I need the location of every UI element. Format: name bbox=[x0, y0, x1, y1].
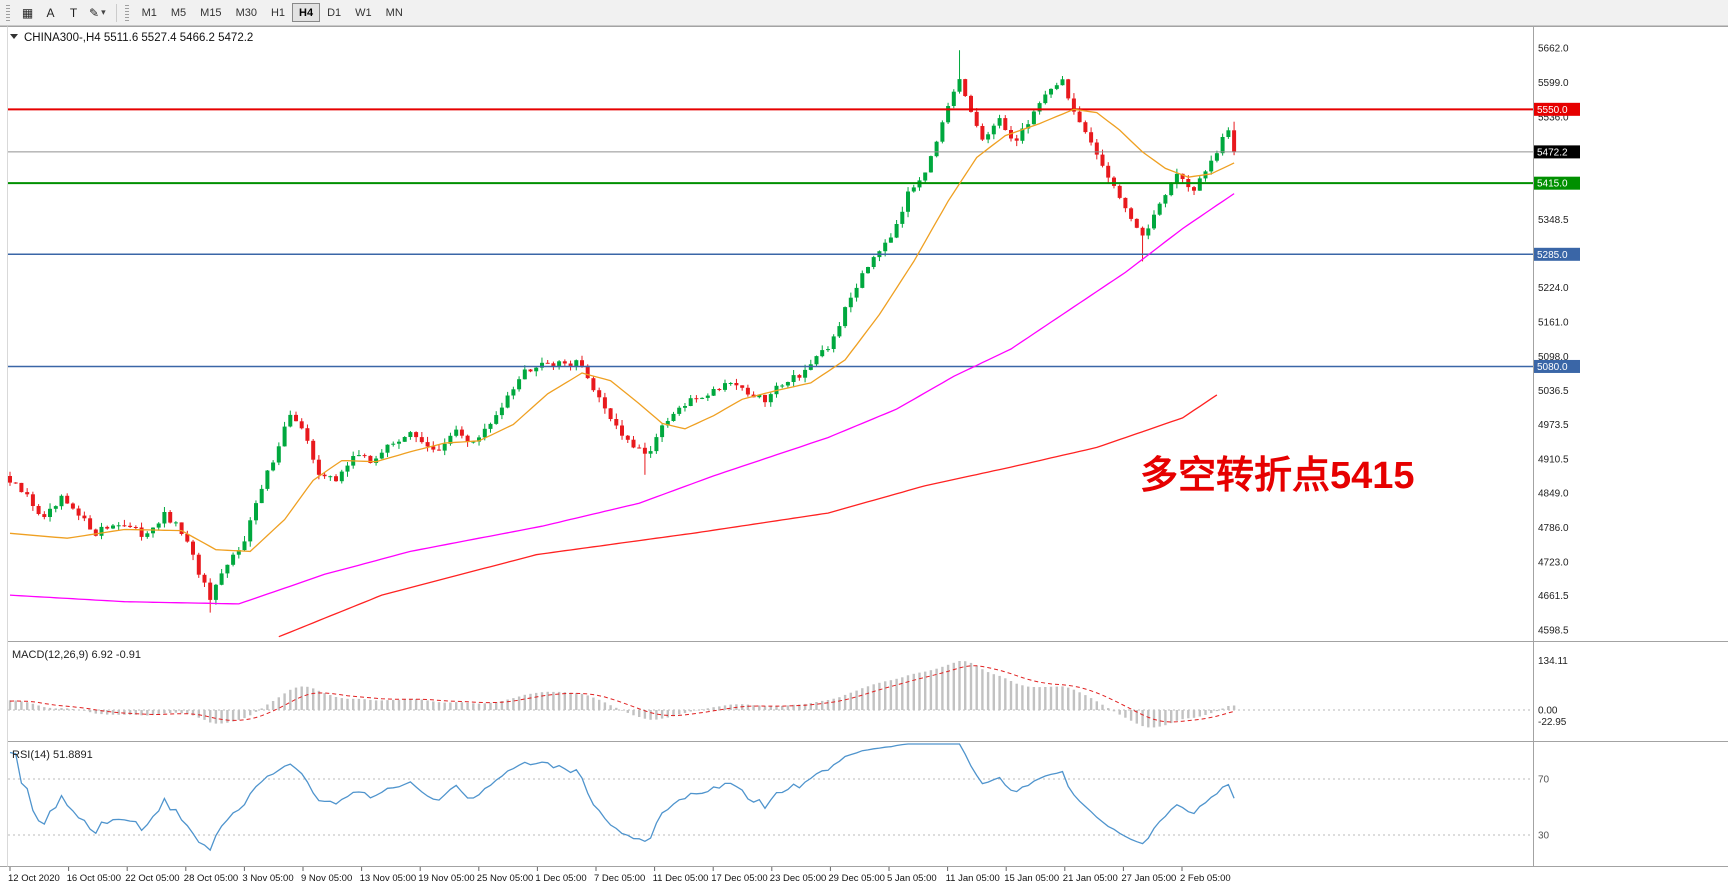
symbol-dropdown-icon[interactable] bbox=[10, 34, 18, 39]
time-axis-label: 13 Nov 05:00 bbox=[360, 873, 417, 884]
timeframe-button-m15[interactable]: M15 bbox=[193, 3, 228, 22]
ma-fast-line bbox=[9, 108, 1235, 553]
time-axis-label: 23 Dec 05:00 bbox=[770, 873, 827, 884]
price-axis-label: 5036.5 bbox=[1538, 386, 1569, 397]
text-cursor-tool-button[interactable]: T bbox=[63, 3, 84, 23]
time-axis-label: 29 Dec 05:00 bbox=[828, 873, 885, 884]
price-axis-label: 4849.0 bbox=[1538, 488, 1569, 499]
macd-axis-min: -22.95 bbox=[1538, 717, 1567, 728]
main-toolbar: ▦ A T ✎ ▾ M1 M5 M15 M30 H1 H4 D1 W1 MN bbox=[0, 0, 1728, 26]
macd-axis-zero: 0.00 bbox=[1538, 706, 1558, 717]
rsi-axis-70: 70 bbox=[1538, 775, 1550, 786]
time-axis-label: 5 Jan 05:00 bbox=[887, 873, 937, 884]
time-axis-label: 3 Nov 05:00 bbox=[242, 873, 293, 884]
price-badge bbox=[1534, 176, 1580, 190]
chart-ohlc-header: CHINA300-,H4 5511.6 5527.4 5466.2 5472.2 bbox=[24, 32, 253, 44]
rsi-axis-30: 30 bbox=[1538, 831, 1550, 842]
price-axis-label: 4661.5 bbox=[1538, 591, 1569, 602]
time-axis-label: 27 Jan 05:00 bbox=[1121, 873, 1176, 884]
price-badge bbox=[1534, 359, 1580, 373]
timeframe-button-h1[interactable]: H1 bbox=[264, 3, 292, 22]
price-badge-label: 5080.0 bbox=[1537, 362, 1568, 373]
price-axis-label: 4910.5 bbox=[1538, 455, 1569, 466]
timeframe-button-mn[interactable]: MN bbox=[379, 3, 410, 22]
macd-panel-label: MACD(12,26,9) 6.92 -0.91 bbox=[12, 649, 141, 661]
text-label-tool-button[interactable]: A bbox=[40, 3, 61, 23]
ma-slow-line bbox=[278, 394, 1218, 638]
price-badge bbox=[1534, 102, 1580, 116]
rsi-panel-label: RSI(14) 51.8891 bbox=[12, 749, 93, 761]
price-badge-label: 5415.0 bbox=[1537, 179, 1568, 190]
macd-signal-line bbox=[9, 665, 1235, 723]
letter-a-icon: A bbox=[46, 5, 55, 20]
timeframe-button-d1[interactable]: D1 bbox=[320, 3, 348, 22]
price-axis-label: 4786.0 bbox=[1538, 523, 1569, 534]
time-axis-label: 15 Jan 05:00 bbox=[1004, 873, 1059, 884]
timeframe-button-h4[interactable]: H4 bbox=[292, 3, 321, 22]
price-axis-label: 5536.0 bbox=[1538, 112, 1569, 123]
price-axis-label: 5161.0 bbox=[1538, 318, 1569, 329]
time-axis-label: 28 Oct 05:00 bbox=[184, 873, 238, 884]
time-axis-label: 17 Dec 05:00 bbox=[711, 873, 768, 884]
time-axis-label: 16 Oct 05:00 bbox=[67, 873, 121, 884]
price-axis-label: 5098.0 bbox=[1538, 352, 1569, 363]
time-axis-label: 1 Dec 05:00 bbox=[535, 873, 586, 884]
pencil-icon: ✎ bbox=[89, 5, 100, 20]
price-badge-label: 5550.0 bbox=[1537, 105, 1568, 116]
macd-histogram bbox=[8, 661, 1236, 728]
price-axis-label: 4598.5 bbox=[1538, 625, 1569, 636]
ma-mid-line bbox=[9, 193, 1235, 605]
price-axis-label: 4973.5 bbox=[1538, 420, 1569, 431]
time-axis-label: 11 Dec 05:00 bbox=[653, 873, 709, 884]
timeframe-button-m30[interactable]: M30 bbox=[229, 3, 264, 22]
timeframe-toolbar: M1 M5 M15 M30 H1 H4 D1 W1 MN bbox=[135, 3, 410, 22]
toolbar-drag-handle-icon[interactable] bbox=[6, 4, 10, 21]
time-axis-label: 9 Nov 05:00 bbox=[301, 873, 352, 884]
price-badge bbox=[1534, 247, 1580, 261]
price-axis-label: 5599.0 bbox=[1538, 78, 1569, 89]
panel-grid-icon: ▦ bbox=[21, 5, 34, 20]
price-badge bbox=[1534, 145, 1580, 159]
letter-t-icon: T bbox=[69, 5, 78, 20]
timeframe-button-w1[interactable]: W1 bbox=[348, 3, 379, 22]
draw-tools-button[interactable]: ✎ ▾ bbox=[86, 3, 109, 23]
timeframe-button-m5[interactable]: M5 bbox=[164, 3, 193, 22]
timeframe-button-m1[interactable]: M1 bbox=[135, 3, 164, 22]
candles bbox=[8, 50, 1237, 613]
timeframe-drag-handle-icon[interactable] bbox=[124, 4, 129, 21]
macd-axis-max: 134.11 bbox=[1538, 656, 1568, 667]
price-axis-label: 4723.0 bbox=[1538, 557, 1569, 568]
chart-annotation-text[interactable]: 多空转折点5415 bbox=[1140, 455, 1415, 497]
toolbar-separator bbox=[115, 3, 117, 22]
price-badge-label: 5285.0 bbox=[1537, 250, 1568, 261]
price-badge-label: 5472.2 bbox=[1537, 147, 1568, 158]
dropdown-caret-icon: ▾ bbox=[101, 7, 106, 17]
price-axis-label: 5224.0 bbox=[1538, 283, 1569, 294]
time-axis-label: 25 Nov 05:00 bbox=[477, 873, 534, 884]
time-axis-label: 19 Nov 05:00 bbox=[418, 873, 475, 884]
time-axis-label: 12 Oct 2020 bbox=[8, 873, 60, 884]
time-axis-label: 7 Dec 05:00 bbox=[594, 873, 645, 884]
price-axis-label: 5348.5 bbox=[1538, 215, 1569, 226]
chart-window-button[interactable]: ▦ bbox=[17, 3, 38, 23]
rsi-line bbox=[9, 743, 1235, 852]
time-axis-label: 22 Oct 05:00 bbox=[125, 873, 179, 884]
time-axis-label: 2 Feb 05:00 bbox=[1180, 873, 1231, 884]
time-axis-label: 11 Jan 05:00 bbox=[946, 873, 1000, 884]
price-axis-label: 5662.0 bbox=[1538, 44, 1569, 55]
time-axis-label: 21 Jan 05:00 bbox=[1063, 873, 1118, 884]
